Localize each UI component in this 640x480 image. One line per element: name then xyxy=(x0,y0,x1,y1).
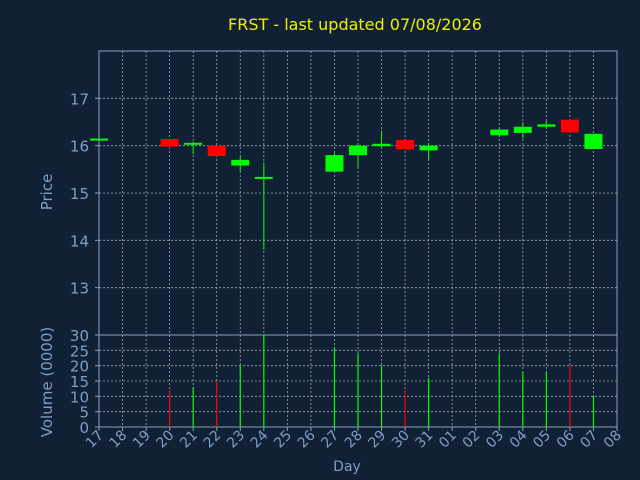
x-tick-label: 05 xyxy=(530,428,554,452)
x-axis-ticks: 17 18 19 20 21 22 23 24 25 26 27 28 29 30 31 01 02 03 04 05… xyxy=(83,427,625,451)
candle-body xyxy=(513,126,532,133)
candle-body xyxy=(207,145,226,157)
x-tick-label: 02 xyxy=(460,428,484,452)
candle-body xyxy=(490,129,509,136)
x-tick-label: 27 xyxy=(318,428,342,452)
candle-body xyxy=(349,145,367,156)
x-tick-label: 03 xyxy=(483,428,507,452)
volume-tick-label: 30 xyxy=(70,327,89,345)
x-tick-label: 23 xyxy=(224,428,248,452)
price-tick-label: 14 xyxy=(70,232,89,250)
candle-body xyxy=(254,176,273,179)
price-tick-label: 17 xyxy=(70,90,89,108)
candle-body xyxy=(537,124,556,127)
candle-body xyxy=(325,155,344,172)
volume-tick-label: 15 xyxy=(70,373,89,391)
x-tick-label: 28 xyxy=(342,428,366,452)
price-tick-label: 13 xyxy=(70,280,89,298)
volume-tick-label: 5 xyxy=(79,404,89,422)
volume-axis-label: Volume (0000) xyxy=(38,327,56,437)
chart-title: FRST - last updated 07/08/2026 xyxy=(228,15,482,34)
candle-body xyxy=(184,142,203,145)
candle-body xyxy=(560,119,579,133)
x-tick-label: 22 xyxy=(201,428,225,452)
x-tick-label: 25 xyxy=(271,428,295,452)
price-tick-label: 15 xyxy=(70,185,89,203)
x-tick-label: 19 xyxy=(130,428,154,452)
x-tick-label: 26 xyxy=(295,427,319,451)
price-tick-label: 16 xyxy=(70,138,89,156)
volume-tick-label: 0 xyxy=(79,419,89,437)
price-axis-label: Price xyxy=(38,174,56,211)
candle-body xyxy=(419,145,438,151)
candle-body xyxy=(584,133,603,149)
x-tick-label: 24 xyxy=(248,427,272,451)
candle-body xyxy=(90,138,108,141)
candle-body xyxy=(160,139,179,147)
x-tick-label: 21 xyxy=(177,428,201,452)
x-tick-label: 07 xyxy=(577,428,601,452)
x-tick-label: 30 xyxy=(389,428,413,452)
candle-body xyxy=(396,139,415,150)
x-axis-label: Day xyxy=(333,459,361,475)
x-tick-label: 06 xyxy=(554,427,578,451)
candle-body xyxy=(372,143,391,147)
volume-tick-label: 20 xyxy=(70,358,89,376)
x-tick-label: 18 xyxy=(106,428,130,452)
volume-tick-label: 25 xyxy=(70,342,89,360)
price-panel: 13 14 15 16 17 xyxy=(70,50,618,336)
x-tick-label: 01 xyxy=(436,428,460,452)
x-tick-label: 31 xyxy=(413,428,437,452)
x-tick-label: 29 xyxy=(365,428,389,452)
x-tick-label: 20 xyxy=(154,428,178,452)
candle-body xyxy=(231,159,250,166)
x-tick-label: 08 xyxy=(601,428,625,452)
volume-tick-label: 10 xyxy=(70,388,89,406)
x-tick-label: 04 xyxy=(507,427,531,451)
